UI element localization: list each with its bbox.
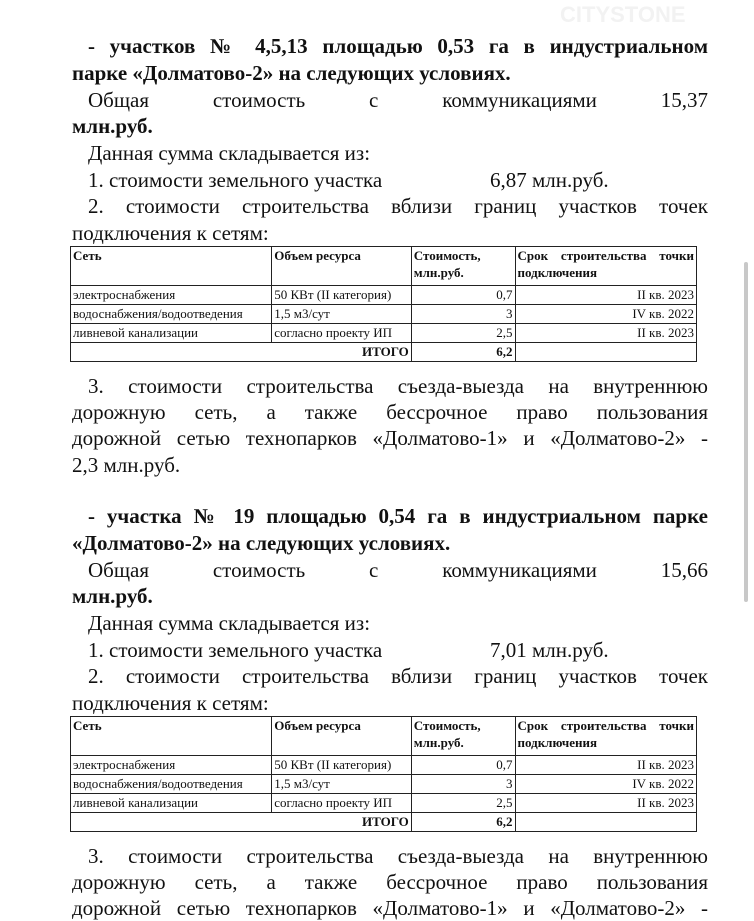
header-cell: Стоимость, млн.руб. — [410, 716, 516, 756]
text-line: дорожной сетью технопарков «Долматово-1»… — [72, 896, 708, 920]
section-heading: - участка № 19 площадью 0,54 га в индуст… — [88, 504, 708, 528]
header-cell: Срок строительства точки подключения — [514, 716, 697, 756]
section-heading: «Долматово-2» на следующих условиях. — [72, 531, 451, 555]
header-cell: Объем ресурса — [271, 246, 412, 286]
table-total-row: ИТОГО 6,2 — [70, 342, 697, 362]
table-cell: IV кв. 2022 — [514, 774, 697, 794]
table-cell: согласно проекту ИП — [271, 323, 412, 343]
land-cost-label: 1. стоимости земельного участка — [88, 638, 383, 662]
total-cost-unit: млн.руб. — [72, 584, 153, 608]
table-cell: 1,5 м3/сут — [271, 774, 412, 794]
table-row: ливневой канализации согласно проекту ИП 2… — [69, 323, 697, 343]
text-line: 3. стоимости строительства съезда-выезда… — [88, 844, 708, 868]
land-cost-line: 1. стоимости земельного участка 6,87 млн.… — [88, 167, 609, 193]
table-cell: II кв. 2023 — [514, 285, 697, 305]
section2-table: Сеть Объем ресурса Стоимость, млн.руб. Срок… — [69, 716, 697, 832]
text-line: дорожной сетью технопарков «Долматово-1»… — [72, 426, 708, 450]
table-cell: ливневой канализации — [69, 323, 273, 343]
total-label: ИТОГО — [70, 812, 412, 832]
text-line: 2. стоимости строительства вблизи границ… — [88, 664, 708, 688]
table-cell: водоснабжения/водоотведения — [69, 774, 273, 794]
table-row: водоснабжения/водоотведения 1,5 м3/сут 3 IV… — [69, 774, 697, 794]
header-cell: Срок строительства точки подключения — [514, 246, 697, 286]
table-header: Сеть Объем ресурса Стоимость, млн.руб. Срок… — [69, 246, 697, 286]
table-cell: 2,5 — [410, 793, 516, 813]
table-header: Сеть Объем ресурса Стоимость, млн.руб. Срок… — [69, 716, 697, 756]
total-cost: Общая стоимость с коммуникациями 15,37 — [88, 88, 708, 112]
header-cell: Сеть — [69, 716, 273, 756]
table-cell: 2,5 — [410, 323, 516, 343]
table-row: электроснабжения 50 КВт (II категория) 0,7… — [69, 285, 697, 305]
text-line: дорожную сеть, а также бессрочное право … — [72, 400, 708, 424]
table-cell: 3 — [410, 774, 516, 794]
table-cell: 0,7 — [410, 755, 516, 775]
land-cost-value: 6,87 млн.руб. — [490, 168, 609, 192]
scrollbar[interactable] — [744, 262, 748, 602]
table-cell: II кв. 2023 — [514, 323, 697, 343]
table-row: электроснабжения 50 КВт (II категория) 0,7… — [69, 755, 697, 775]
table-row: ливневой канализации согласно проекту ИП 2… — [69, 793, 697, 813]
table-cell — [514, 812, 697, 832]
table-cell: II кв. 2023 — [514, 793, 697, 813]
table-cell: электроснабжения — [69, 285, 273, 305]
text-line: дорожную сеть, а также бессрочное право … — [72, 870, 708, 894]
table-cell — [514, 342, 697, 362]
table-total-row: ИТОГО 6,2 — [70, 812, 697, 832]
text-line: Данная сумма складывается из: — [88, 141, 371, 165]
table-cell: электроснабжения — [69, 755, 273, 775]
total-label: ИТОГО — [70, 342, 412, 362]
header-cell: Стоимость, млн.руб. — [410, 246, 516, 286]
watermark: CITYSTONE — [560, 2, 686, 27]
header-cell: Объем ресурса — [271, 716, 412, 756]
total-cost: Общая стоимость с коммуникациями 15,66 — [88, 558, 708, 582]
table-cell: 3 — [410, 304, 516, 324]
table-cell: 0,7 — [410, 285, 516, 305]
land-cost-label: 1. стоимости земельного участка — [88, 168, 383, 192]
table-cell: 1,5 м3/сут — [271, 304, 412, 324]
section1-table: Сеть Объем ресурса Стоимость, млн.руб. Срок… — [69, 246, 697, 362]
table-cell: II кв. 2023 — [514, 755, 697, 775]
text-line: 3. стоимости строительства съезда-выезда… — [88, 374, 708, 398]
land-cost-value: 7,01 млн.руб. — [490, 638, 609, 662]
total-value: 6,2 — [410, 812, 516, 832]
table-cell: IV кв. 2022 — [514, 304, 697, 324]
text-line: Данная сумма складывается из: — [88, 611, 371, 635]
total-value: 6,2 — [410, 342, 516, 362]
text-line: подключения к сетям: — [72, 221, 269, 245]
section-heading: парке «Долматово-2» на следующих условия… — [72, 61, 511, 85]
header-cell: Сеть — [69, 246, 273, 286]
table-cell: 50 КВт (II категория) — [271, 755, 412, 775]
text-line: 2. стоимости строительства вблизи границ… — [88, 194, 708, 218]
table-cell: согласно проекту ИП — [271, 793, 412, 813]
table-cell: водоснабжения/водоотведения — [69, 304, 273, 324]
land-cost-line: 1. стоимости земельного участка 7,01 млн.… — [88, 637, 609, 663]
table-cell: ливневой канализации — [69, 793, 273, 813]
total-cost-unit: млн.руб. — [72, 114, 153, 138]
table-cell: 50 КВт (II категория) — [271, 285, 412, 305]
section-heading: - участков № 4,5,13 площадью 0,53 га в и… — [88, 34, 708, 58]
text-line: 2,3 млн.руб. — [72, 453, 181, 477]
table-row: водоснабжения/водоотведения 1,5 м3/сут 3 IV… — [69, 304, 697, 324]
text-line: подключения к сетям: — [72, 691, 269, 715]
